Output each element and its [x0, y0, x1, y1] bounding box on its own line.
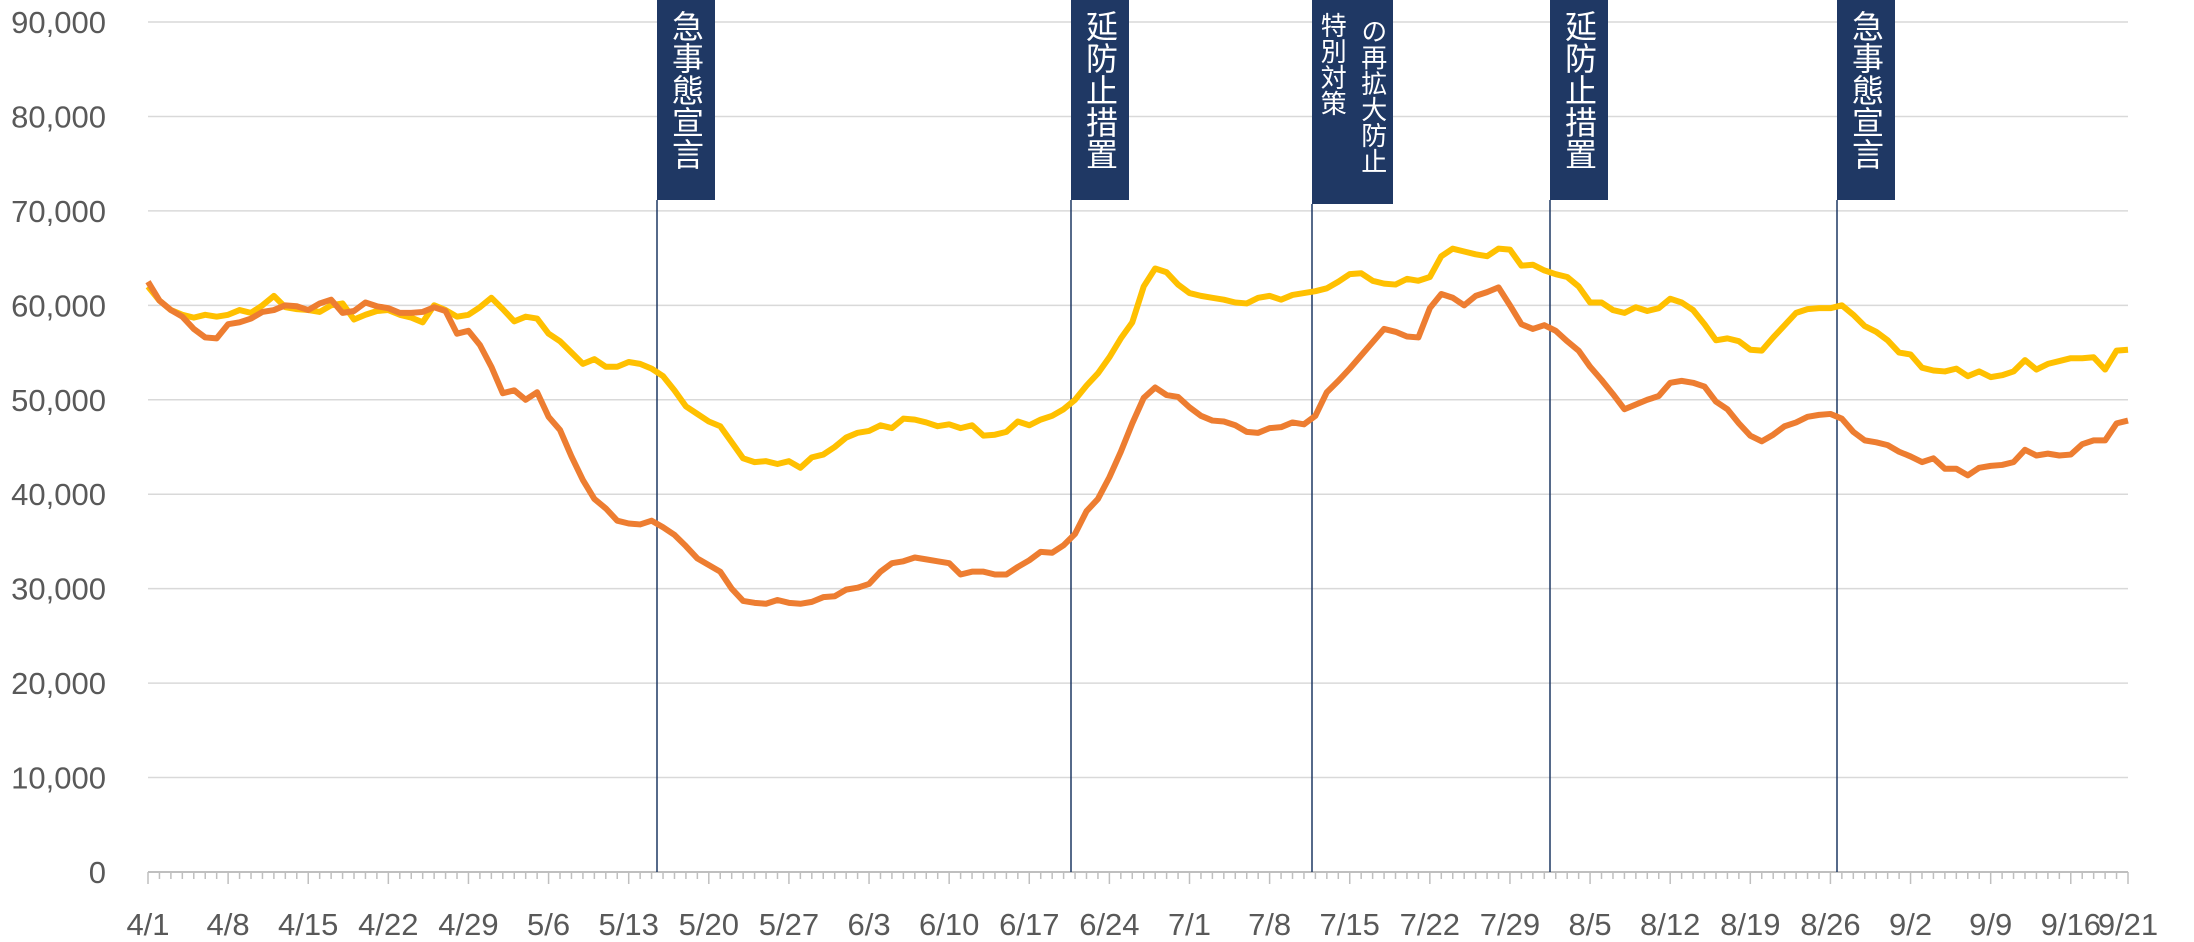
annotation-text: 急事態宣言	[668, 10, 704, 170]
x-tick-label: 6/10	[919, 907, 979, 942]
series-line	[145, 245, 2129, 471]
y-tick-label: 90,000	[11, 5, 106, 40]
x-tick-label: 8/5	[1569, 907, 1612, 942]
x-tick-label: 5/13	[599, 907, 659, 942]
x-tick-label: 7/29	[1480, 907, 1540, 942]
y-tick-label: 60,000	[11, 288, 106, 323]
x-tick-label: 4/8	[207, 907, 250, 942]
annotation-box	[1550, 0, 1608, 200]
x-tick-label: 9/21	[2098, 907, 2158, 942]
x-tick-label: 4/29	[438, 907, 498, 942]
x-tick-label: 4/22	[358, 907, 418, 942]
annotation-box	[657, 0, 715, 200]
x-tick-label: 7/15	[1320, 907, 1380, 942]
y-tick-label: 50,000	[11, 383, 106, 418]
x-tick-label: 5/6	[527, 907, 570, 942]
x-tick-label: 8/12	[1640, 907, 1700, 942]
x-tick-label: 7/22	[1400, 907, 1460, 942]
annotation-text: 延防止措置	[1082, 10, 1118, 170]
x-tick-label: 8/19	[1720, 907, 1780, 942]
x-tick-label: 6/3	[847, 907, 890, 942]
y-tick-label: 20,000	[11, 666, 106, 701]
series-line	[145, 280, 2129, 607]
x-tick-label: 9/2	[1889, 907, 1932, 942]
x-tick-label: 5/20	[679, 907, 739, 942]
x-tick-label: 7/1	[1168, 907, 1211, 942]
x-tick-label: 5/27	[759, 907, 819, 942]
annotation-text: 急事態宣言	[1848, 10, 1884, 170]
x-tick-label: 9/16	[2041, 907, 2101, 942]
annotation-box	[1071, 0, 1129, 200]
x-tick-label: 4/15	[278, 907, 338, 942]
x-tick-label: 6/24	[1079, 907, 1139, 942]
annotation-text: の再拡大防止	[1358, 18, 1388, 174]
annotation-text: 特別対策	[1317, 12, 1347, 116]
annotation-box	[1837, 0, 1895, 200]
annotation-text: 延防止措置	[1561, 10, 1597, 170]
x-tick-label: 8/26	[1800, 907, 1860, 942]
x-tick-label: 4/1	[126, 907, 169, 942]
x-tick-label: 9/9	[1969, 907, 2012, 942]
y-tick-label: 70,000	[11, 194, 106, 229]
x-tick-label: 7/8	[1248, 907, 1291, 942]
y-tick-label: 30,000	[11, 572, 106, 607]
y-tick-label: 10,000	[11, 761, 106, 796]
x-tick-label: 6/17	[999, 907, 1059, 942]
annotation-box	[1312, 0, 1393, 204]
y-tick-label: 80,000	[11, 99, 106, 134]
y-tick-label: 40,000	[11, 477, 106, 512]
y-tick-label: 0	[89, 855, 106, 890]
